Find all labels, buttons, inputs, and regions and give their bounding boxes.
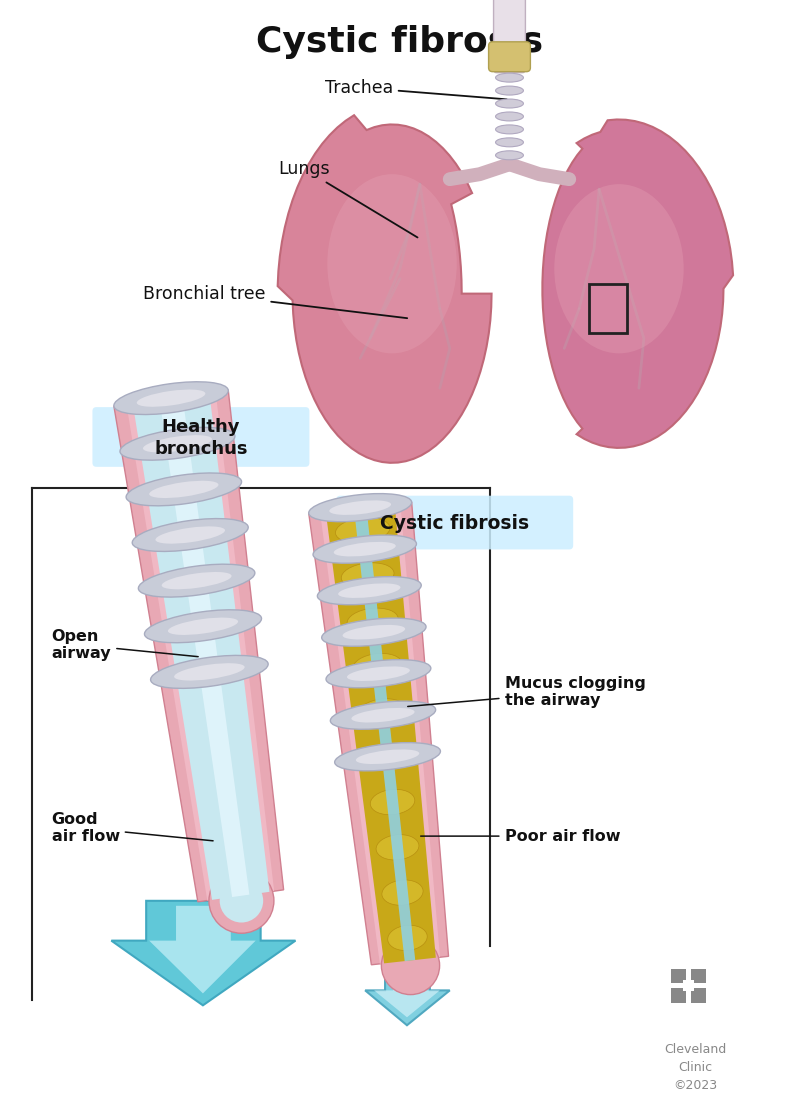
Ellipse shape [347,666,410,681]
Ellipse shape [382,880,423,905]
Bar [670,988,686,1003]
Polygon shape [111,901,295,1006]
Ellipse shape [330,701,436,729]
Ellipse shape [209,869,274,934]
Ellipse shape [554,185,684,354]
Text: Healthy
bronchus: Healthy bronchus [154,418,248,459]
Text: Cleveland
Clinic
©2023: Cleveland Clinic ©2023 [665,1043,726,1092]
Ellipse shape [162,572,231,589]
Ellipse shape [318,577,422,604]
Ellipse shape [495,125,523,134]
Ellipse shape [342,625,405,640]
Ellipse shape [309,494,412,522]
Polygon shape [354,507,415,961]
Text: Poor air flow: Poor air flow [421,829,620,843]
Text: Bronchial tree: Bronchial tree [143,285,407,318]
Ellipse shape [150,481,218,498]
Ellipse shape [313,535,417,564]
Ellipse shape [334,743,441,771]
Ellipse shape [132,518,248,551]
Ellipse shape [143,435,212,452]
Bar [682,980,694,991]
Ellipse shape [322,618,426,646]
Polygon shape [278,115,491,463]
Ellipse shape [351,708,414,723]
Ellipse shape [174,663,245,681]
Ellipse shape [168,618,238,635]
Ellipse shape [126,473,242,506]
Ellipse shape [356,749,419,764]
Polygon shape [542,119,733,448]
Text: Cystic fibrosis: Cystic fibrosis [380,514,530,533]
Ellipse shape [335,517,390,543]
Ellipse shape [342,562,394,588]
Ellipse shape [145,610,262,643]
Polygon shape [159,397,250,897]
Polygon shape [133,392,270,899]
FancyBboxPatch shape [489,42,530,72]
Polygon shape [374,969,440,1018]
Ellipse shape [220,878,263,923]
Ellipse shape [137,390,206,407]
Ellipse shape [353,653,402,678]
Bar [690,988,706,1003]
Ellipse shape [376,834,419,860]
Ellipse shape [388,925,427,950]
Ellipse shape [358,698,406,724]
Bar [670,968,686,983]
Polygon shape [365,966,450,1025]
Bar [589,284,627,334]
FancyBboxPatch shape [494,0,526,73]
FancyBboxPatch shape [93,407,310,466]
Text: Cystic fibrosis: Cystic fibrosis [257,24,543,59]
Ellipse shape [382,936,440,994]
Ellipse shape [114,381,228,414]
Text: Open
airway: Open airway [52,629,198,661]
Bar [690,968,706,983]
Text: Good
air flow: Good air flow [52,812,213,844]
Ellipse shape [338,583,401,598]
Ellipse shape [334,541,396,557]
Polygon shape [320,503,440,964]
Ellipse shape [495,150,523,160]
Text: Lungs: Lungs [278,160,418,238]
Polygon shape [126,392,274,901]
Ellipse shape [138,565,255,597]
Text: Mucus clogging
the airway: Mucus clogging the airway [408,675,646,708]
Ellipse shape [150,655,268,688]
Polygon shape [309,502,449,965]
Ellipse shape [326,660,431,687]
Ellipse shape [370,789,414,814]
Ellipse shape [155,526,225,544]
Ellipse shape [347,608,398,633]
Polygon shape [326,504,436,964]
Ellipse shape [495,138,523,147]
Ellipse shape [495,112,523,120]
Ellipse shape [327,175,457,354]
Ellipse shape [495,73,523,82]
Ellipse shape [365,744,410,769]
Ellipse shape [330,501,391,515]
Text: Trachea: Trachea [325,78,506,99]
Ellipse shape [495,86,523,95]
Polygon shape [149,906,256,993]
Ellipse shape [120,428,235,460]
FancyBboxPatch shape [336,496,573,549]
Ellipse shape [495,99,523,108]
Polygon shape [114,390,284,902]
